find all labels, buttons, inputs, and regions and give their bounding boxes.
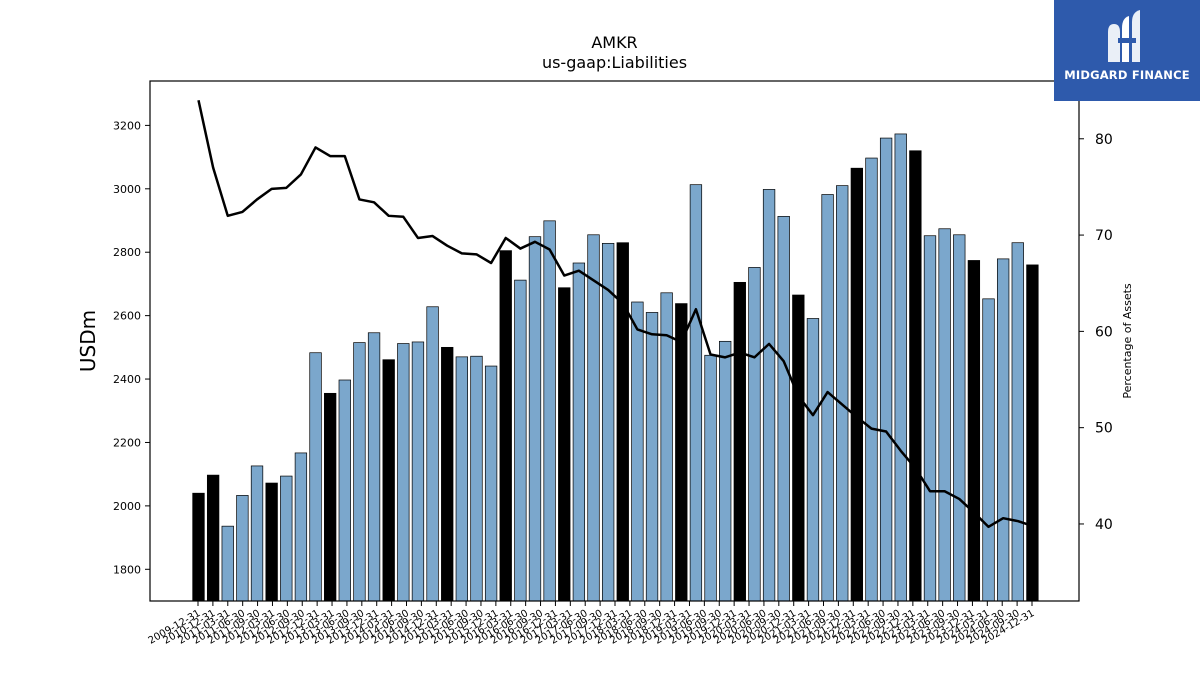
y-tick-label: 3200 — [113, 119, 141, 132]
y-tick-label: 2000 — [113, 500, 141, 513]
y2-axis-label: Percentage of Assets — [1121, 283, 1134, 399]
bar — [558, 287, 571, 602]
chart-title: AMKR — [591, 33, 637, 52]
y2-tick-label: 50 — [1095, 421, 1113, 437]
bar — [733, 281, 746, 602]
bar — [601, 242, 615, 602]
bar-series — [192, 133, 1039, 602]
bar — [689, 184, 703, 602]
y2-axis: 40 50 60 70 80 — [1079, 132, 1113, 533]
y-tick-label: 2600 — [113, 310, 141, 323]
bar — [382, 359, 395, 602]
bar — [894, 133, 907, 602]
plot-frame — [149, 80, 1080, 602]
bar — [309, 352, 322, 602]
bar — [206, 474, 220, 602]
bar — [836, 185, 849, 602]
bar — [704, 354, 717, 602]
bar — [294, 452, 308, 602]
bar — [324, 392, 337, 602]
bar — [953, 234, 966, 602]
bar — [850, 167, 863, 602]
y2-tick-label: 40 — [1095, 517, 1113, 533]
bar — [719, 340, 732, 602]
bar — [938, 228, 951, 602]
brand-logo: MIDGARD FINANCE — [1054, 0, 1200, 101]
bar — [762, 189, 776, 602]
brand-name: MIDGARD FINANCE — [1064, 68, 1190, 82]
x-axis: 2009-12-312010-12-312011-03-312011-06-30… — [147, 601, 1037, 647]
bar — [543, 220, 556, 602]
bar — [397, 343, 410, 602]
bar — [923, 235, 937, 602]
y-tick-label: 1800 — [113, 563, 141, 576]
y2-tick-label: 70 — [1095, 228, 1113, 244]
bar — [777, 216, 790, 602]
y-axis: 1800 2000 2200 2400 2600 2800 3000 3200 — [113, 119, 150, 576]
bar — [865, 157, 878, 602]
y2-tick-label: 60 — [1095, 324, 1113, 340]
bar — [250, 465, 264, 602]
bar — [1011, 242, 1024, 602]
bar — [280, 475, 293, 602]
bar — [792, 294, 805, 602]
bar — [192, 492, 205, 602]
y-tick-label: 2800 — [113, 246, 141, 259]
bar — [426, 306, 439, 602]
bar — [265, 482, 278, 602]
chart-subtitle: us-gaap:Liabilities — [542, 53, 687, 72]
bar — [967, 260, 981, 602]
y2-tick-label: 80 — [1095, 132, 1113, 148]
bar — [411, 341, 425, 602]
y-axis-label: USDm — [76, 310, 100, 372]
bar — [514, 279, 527, 602]
bar — [441, 346, 454, 602]
bar — [748, 267, 761, 602]
bar — [909, 150, 922, 602]
bar — [587, 234, 600, 602]
bar — [631, 301, 644, 602]
bar — [367, 332, 381, 602]
bar — [982, 298, 995, 602]
bar — [879, 137, 893, 602]
bar — [528, 236, 542, 602]
bar — [338, 379, 351, 602]
bar — [660, 292, 673, 602]
bar — [470, 355, 483, 602]
bar — [572, 262, 586, 602]
bar — [353, 342, 366, 602]
bar — [1026, 264, 1039, 602]
y-tick-label: 2200 — [113, 436, 141, 449]
bar — [806, 318, 820, 602]
percentage-line — [197, 99, 1033, 529]
bar — [236, 495, 249, 602]
bar — [616, 242, 629, 602]
bar — [455, 356, 468, 602]
bar — [221, 525, 234, 602]
y-tick-label: 2400 — [113, 373, 141, 386]
y-tick-label: 3000 — [113, 183, 141, 196]
bar — [499, 250, 512, 602]
midgard-logo-icon — [1108, 10, 1140, 62]
bar — [996, 258, 1010, 602]
bar — [645, 312, 659, 602]
line-series — [197, 99, 1033, 529]
bar — [675, 303, 688, 602]
bar — [484, 365, 498, 602]
